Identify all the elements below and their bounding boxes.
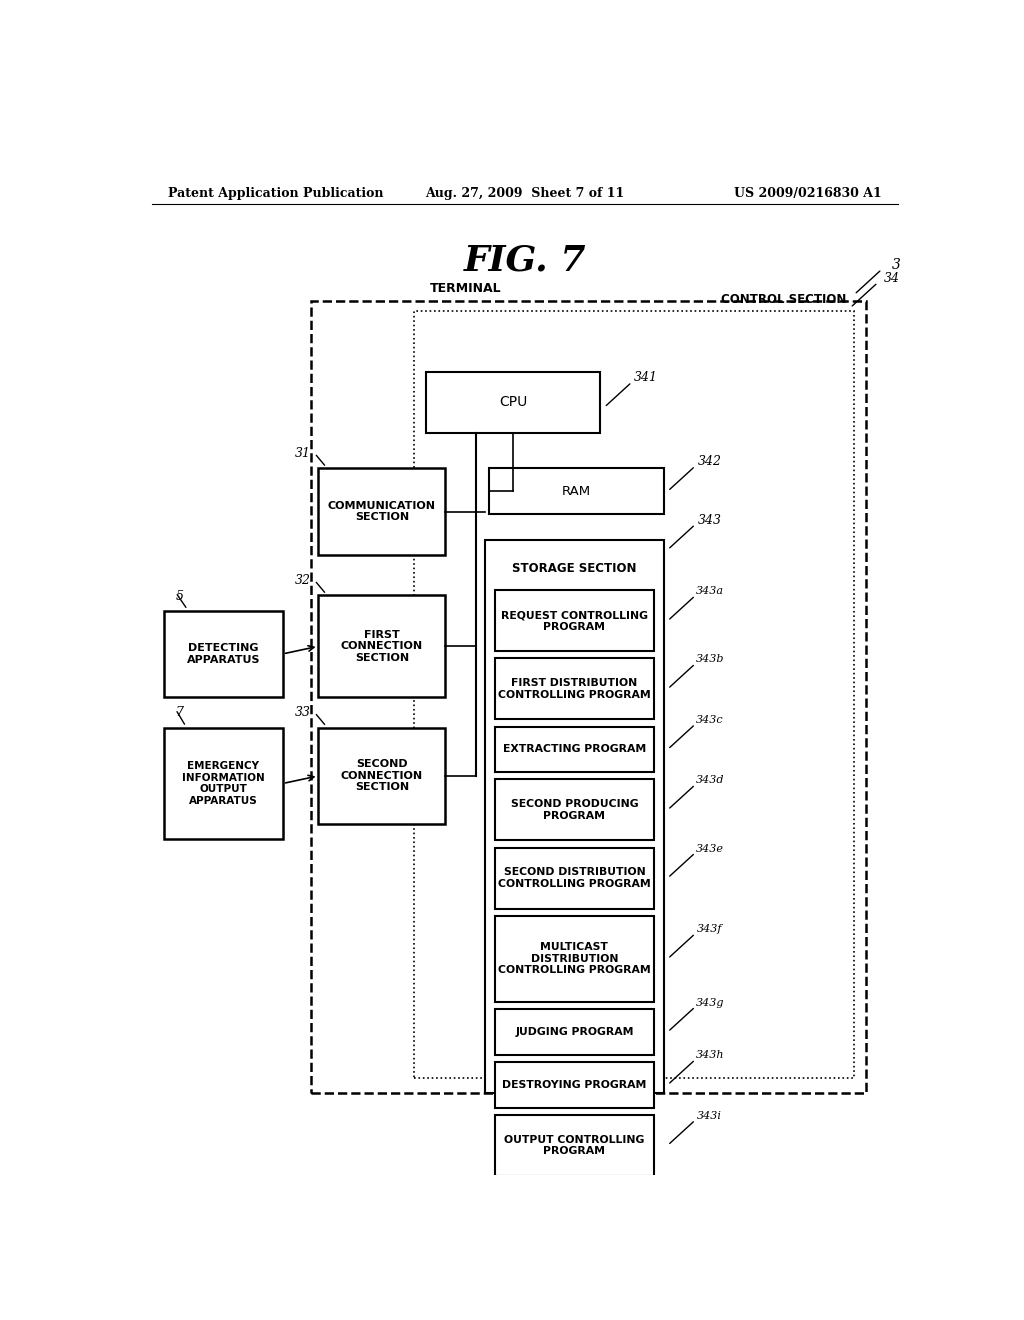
Text: 31: 31 [295,447,310,461]
Text: Patent Application Publication: Patent Application Publication [168,187,383,201]
Bar [495,1063,654,1107]
Text: SECOND PRODUCING
PROGRAM: SECOND PRODUCING PROGRAM [511,799,638,821]
Text: 34: 34 [885,272,900,285]
Text: SECOND DISTRIBUTION
CONTROLLING PROGRAM: SECOND DISTRIBUTION CONTROLLING PROGRAM [498,867,651,888]
Bar [495,916,654,1002]
Text: 7: 7 [176,706,183,719]
Text: 3: 3 [892,259,901,272]
Text: 343f: 343f [697,924,723,935]
Text: US 2009/0216830 A1: US 2009/0216830 A1 [734,187,882,201]
Text: DESTROYING PROGRAM: DESTROYING PROGRAM [502,1080,646,1090]
Text: 343d: 343d [695,775,724,785]
Text: 341: 341 [634,371,658,384]
Text: FIRST DISTRIBUTION
CONTROLLING PROGRAM: FIRST DISTRIBUTION CONTROLLING PROGRAM [498,678,651,700]
Bar [318,727,445,824]
Bar [489,469,664,515]
Bar [310,301,866,1093]
Text: STORAGE SECTION: STORAGE SECTION [512,561,637,574]
Text: 343g: 343g [695,998,724,1007]
Bar [495,1008,654,1055]
Text: MULTICAST
DISTRIBUTION
CONTROLLING PROGRAM: MULTICAST DISTRIBUTION CONTROLLING PROGR… [498,942,651,975]
Text: 343c: 343c [696,715,724,725]
Bar [495,590,654,651]
Text: CONTROL SECTION: CONTROL SECTION [721,293,846,306]
Bar [485,540,664,1093]
Text: 343b: 343b [695,655,724,664]
Text: DETECTING
APPARATUS: DETECTING APPARATUS [186,643,260,665]
Text: 32: 32 [295,574,310,587]
Text: 343h: 343h [695,1051,724,1060]
Text: 33: 33 [295,706,310,719]
Bar [495,659,654,719]
Text: OUTPUT CONTROLLING
PROGRAM: OUTPUT CONTROLLING PROGRAM [504,1134,644,1156]
Bar [495,1115,654,1176]
Bar [495,726,654,772]
Text: 342: 342 [697,455,722,469]
Bar [164,611,283,697]
Bar [414,312,854,1078]
Text: EMERGENCY
INFORMATION
OUTPUT
APPARATUS: EMERGENCY INFORMATION OUTPUT APPARATUS [182,762,264,807]
Text: Aug. 27, 2009  Sheet 7 of 11: Aug. 27, 2009 Sheet 7 of 11 [425,187,625,201]
Bar [318,469,445,554]
Text: RAM: RAM [562,484,591,498]
Bar [426,372,600,433]
Text: 343i: 343i [697,1111,722,1121]
Text: 343: 343 [697,513,722,527]
Text: FIRST
CONNECTION
SECTION: FIRST CONNECTION SECTION [341,630,423,663]
Text: 343e: 343e [695,843,724,854]
Text: EXTRACTING PROGRAM: EXTRACTING PROGRAM [503,744,646,755]
Text: REQUEST CONTROLLING
PROGRAM: REQUEST CONTROLLING PROGRAM [501,610,648,632]
Text: 5: 5 [176,590,183,602]
Text: 343a: 343a [695,586,724,597]
Bar [164,727,283,840]
Text: TERMINAL: TERMINAL [430,281,502,294]
Text: FIG. 7: FIG. 7 [464,243,586,277]
Bar [318,595,445,697]
Text: COMMUNICATION
SECTION: COMMUNICATION SECTION [328,500,436,523]
Bar [495,847,654,908]
Bar [495,779,654,841]
Text: SECOND
CONNECTION
SECTION: SECOND CONNECTION SECTION [341,759,423,792]
Text: CPU: CPU [499,395,527,409]
Text: JUDGING PROGRAM: JUDGING PROGRAM [515,1027,634,1038]
